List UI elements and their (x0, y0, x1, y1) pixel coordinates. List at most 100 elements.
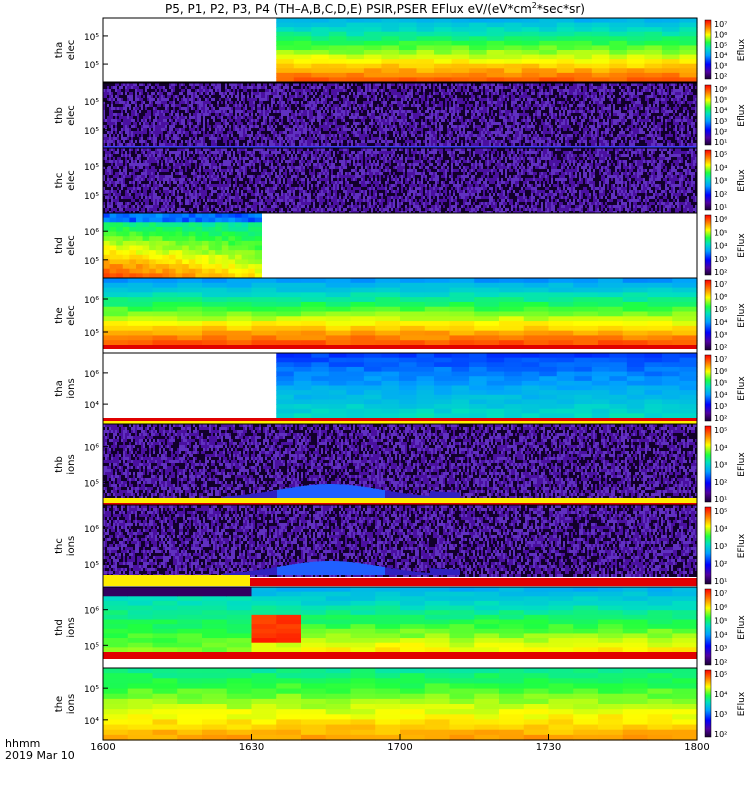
fill-band-thc-ions-0 (103, 575, 250, 586)
ylabel-species-thd-ions: ions (66, 617, 77, 637)
cbar-tick-tha-ions-2: 10⁵ (714, 379, 727, 388)
ytick-label-thc-elec-0: 10⁵ (84, 163, 99, 173)
fill-band-thb-ions-0 (103, 498, 697, 503)
cbar-tick-thb-ions-3: 10² (714, 478, 727, 487)
cbar-tick-tha-elec-1: 10⁶ (714, 30, 727, 39)
cbar-tick-thd-elec-3: 10³ (714, 255, 727, 264)
cbar-tick-tha-ions-0: 10⁷ (714, 355, 727, 364)
ylabel-species-thb-elec: elec (66, 105, 77, 126)
ytick-label-thb-elec-0: 10⁵ (84, 98, 99, 108)
cbar-tick-the-elec-5: 10² (714, 343, 727, 352)
cbar-tick-thb-elec-3: 10³ (714, 117, 727, 126)
cbar-label-the-elec: EFlux (737, 303, 747, 328)
ylabel-species-tha-ions: ions (66, 378, 77, 398)
cbar-tick-tha-ions-1: 10⁶ (714, 367, 727, 376)
cbar-tick-thd-elec-2: 10⁴ (714, 242, 727, 251)
cbar-tick-tha-elec-0: 10⁷ (714, 20, 727, 29)
ylabel-probe-the-elec: the (54, 307, 65, 323)
cbar-tick-the-elec-0: 10⁷ (714, 280, 727, 289)
ytick-label-thd-ions-0: 10⁶ (84, 607, 99, 617)
cbar-tick-thb-elec-1: 10⁵ (714, 96, 727, 105)
ylabel-species-thd-elec: elec (66, 235, 77, 256)
colorbar-tha-elec (705, 20, 711, 79)
ytick-label-thd-ions-1: 10⁵ (84, 642, 99, 652)
ytick-label-thb-ions-1: 10⁵ (84, 479, 99, 489)
cbar-tick-thd-elec-0: 10⁶ (714, 215, 727, 224)
cbar-label-thd-ions: EFlux (737, 615, 747, 640)
cbar-tick-thc-elec-1: 10⁴ (714, 163, 727, 172)
ytick-label-the-ions-1: 10⁴ (84, 717, 99, 727)
cbar-tick-thc-ions-2: 10³ (714, 542, 727, 551)
ytick-label-the-elec-0: 10⁶ (84, 296, 99, 306)
spectrogram-thb-ions (103, 424, 697, 499)
xtick-label-0: 1600 (90, 742, 115, 753)
ytick-label-thb-ions-0: 10⁶ (84, 444, 99, 454)
cbar-tick-the-elec-2: 10⁵ (714, 305, 727, 314)
cbar-tick-the-ions-3: 10² (714, 730, 727, 739)
spectrogram-thc-elec (103, 148, 697, 214)
spectrogram-the-ions (103, 668, 698, 741)
cbar-tick-tha-ions-3: 10⁴ (714, 390, 727, 399)
ylabel-probe-thc-elec: thc (54, 173, 65, 189)
cbar-tick-thb-elec-0: 10⁶ (714, 85, 727, 94)
x-axis-date: 2019 Mar 10 (5, 749, 75, 762)
fill-band-thd-ions-0 (103, 652, 697, 659)
cbar-tick-thb-elec-4: 10² (714, 127, 727, 136)
ylabel-species-the-elec: elec (66, 305, 77, 326)
spectrogram-thb-elec (103, 83, 697, 149)
cbar-tick-thd-ions-0: 10⁷ (714, 589, 727, 598)
ylabel-species-thc-elec: elec (66, 170, 77, 191)
cbar-tick-tha-ions-5: 10² (714, 414, 727, 423)
cbar-tick-tha-elec-3: 10⁴ (714, 51, 727, 60)
cbar-tick-tha-elec-2: 10⁵ (714, 41, 727, 50)
cbar-tick-thd-ions-2: 10⁵ (714, 617, 727, 626)
cbar-tick-the-ions-1: 10⁴ (714, 690, 727, 699)
cbar-tick-the-elec-4: 10³ (714, 330, 727, 339)
cbar-label-thb-elec: Eflux (737, 104, 747, 127)
cbar-tick-thc-ions-4: 10¹ (714, 577, 727, 586)
colorbar-the-elec (705, 280, 711, 350)
cbar-label-the-ions: EFlux (737, 691, 747, 716)
cbar-label-thd-elec: EFlux (737, 233, 747, 258)
colorbar-tha-ions (705, 355, 711, 421)
fill-band-the-elec-0 (103, 345, 697, 349)
cbar-label-tha-elec: Eflux (737, 38, 747, 61)
xtick-label-3: 1730 (536, 742, 561, 753)
cbar-tick-thc-ions-1: 10⁴ (714, 525, 727, 534)
ylabel-probe-tha-ions: tha (54, 380, 65, 396)
cbar-tick-tha-elec-4: 10³ (714, 62, 727, 71)
cbar-tick-thb-ions-4: 10¹ (714, 495, 727, 504)
cbar-label-tha-ions: EFlux (737, 376, 747, 401)
xtick-label-1: 1630 (239, 742, 264, 753)
colorbar-thc-elec (705, 150, 711, 210)
ytick-label-thd-elec-1: 10⁵ (84, 257, 99, 267)
cbar-tick-thb-ions-1: 10⁴ (714, 443, 727, 452)
ylabel-species-thc-ions: ions (66, 536, 77, 556)
ylabel-species-tha-elec: elec (66, 40, 77, 61)
colorbar-thc-ions (705, 507, 711, 584)
ylabel-species-the-ions: ions (66, 694, 77, 714)
cbar-tick-thd-ions-4: 10³ (714, 644, 727, 653)
cbar-label-thc-ions: EFlux (737, 533, 747, 558)
colorbar-thd-ions (705, 589, 711, 665)
xtick-label-4: 1800 (684, 742, 709, 753)
ylabel-species-thb-ions: ions (66, 454, 77, 474)
cbar-tick-thb-ions-2: 10³ (714, 461, 727, 470)
cbar-label-thb-ions: EFlux (737, 452, 747, 477)
cbar-tick-thc-ions-0: 10⁵ (714, 507, 727, 516)
spectrogram-the-elec (103, 278, 698, 346)
ylabel-probe-thd-elec: thd (54, 237, 65, 254)
fill-band-tha-ions-0 (103, 418, 697, 421)
cbar-tick-the-ions-2: 10³ (714, 710, 727, 719)
cbar-tick-the-elec-3: 10⁴ (714, 318, 727, 327)
